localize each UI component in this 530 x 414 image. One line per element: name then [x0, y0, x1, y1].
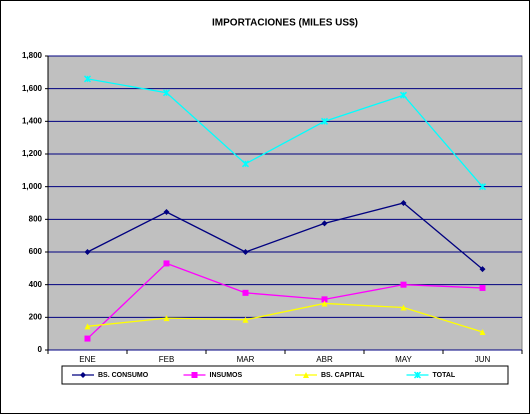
legend-marker	[80, 372, 86, 378]
y-tick-label: 200	[29, 312, 43, 321]
x-tick-label: FEB	[159, 355, 175, 364]
x-tick-label: MAY	[395, 355, 412, 364]
data-point	[83, 75, 92, 83]
legend-label: TOTAL	[433, 372, 456, 379]
series-line	[87, 262, 483, 340]
series-line	[87, 302, 483, 333]
data-point	[479, 284, 486, 291]
y-tick-label: 1,600	[22, 84, 43, 93]
legend-label: INSUMOS	[210, 372, 243, 379]
y-tick-label: 1,800	[22, 51, 43, 60]
y-tick-label: 1,000	[22, 182, 43, 191]
data-point	[84, 323, 91, 330]
y-tick-label: 1,200	[22, 149, 43, 158]
legend-label: BS. CAPITAL	[321, 372, 365, 379]
data-point	[399, 91, 408, 99]
data-point	[321, 300, 328, 307]
y-tick-label: 0	[38, 345, 43, 354]
data-point	[242, 249, 249, 255]
y-tick-label: 800	[29, 214, 43, 223]
series-line	[87, 202, 483, 270]
data-point	[241, 160, 250, 168]
x-tick-label: ENE	[79, 355, 95, 364]
x-tick-label: ABR	[316, 355, 333, 364]
data-point	[163, 260, 170, 267]
data-point	[84, 249, 91, 255]
data-point	[163, 315, 170, 322]
legend-marker	[303, 372, 309, 378]
data-point	[84, 335, 91, 342]
y-tick-label: 1,400	[22, 116, 43, 125]
legend-marker	[191, 372, 198, 378]
legend-marker	[413, 371, 422, 379]
legend	[61, 365, 509, 385]
data-point	[242, 316, 249, 323]
data-point	[321, 296, 328, 303]
data-point	[479, 266, 486, 273]
data-point	[242, 289, 249, 296]
data-point	[163, 208, 170, 215]
data-point	[162, 89, 171, 97]
y-tick-label: 400	[29, 280, 43, 289]
data-point	[320, 117, 329, 125]
data-point	[478, 183, 487, 191]
chart-title: IMPORTACIONES (MILES US$)	[212, 18, 358, 29]
legend-label: BS. CONSUMO	[98, 372, 149, 379]
x-tick-label: JUN	[475, 355, 491, 364]
data-point	[400, 200, 407, 206]
series-line	[87, 78, 483, 188]
data-point	[400, 281, 407, 288]
data-point	[479, 329, 486, 336]
data-point	[321, 220, 328, 227]
plot-area	[47, 55, 523, 351]
x-tick-label: MAR	[237, 355, 255, 364]
y-tick-label: 600	[29, 247, 43, 256]
data-point	[400, 304, 407, 311]
